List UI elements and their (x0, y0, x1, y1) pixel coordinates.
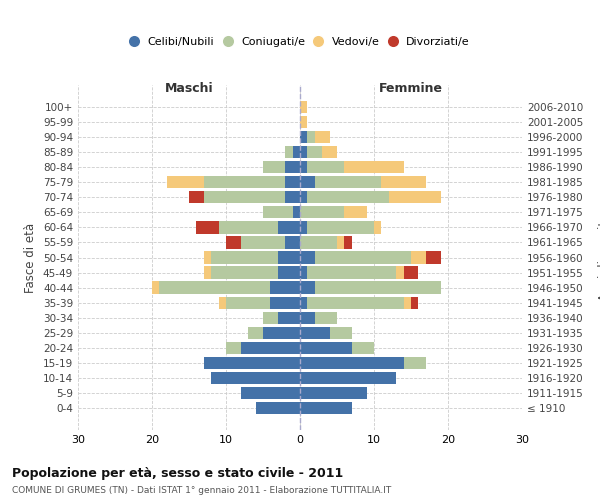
Bar (300, 191, 307, 203)
Text: Popolazione per età, sesso e stato civile - 2011: Popolazione per età, sesso e stato civil… (12, 468, 343, 480)
Bar (293, 206, 300, 218)
Bar (300, 131, 307, 143)
Bar (300, 312, 315, 324)
Bar (307, 266, 396, 278)
Y-axis label: Anni di nascita: Anni di nascita (598, 214, 600, 301)
Bar (256, 402, 300, 414)
Bar (382, 176, 426, 188)
Bar (241, 387, 300, 400)
Bar (404, 357, 426, 369)
Y-axis label: Fasce di età: Fasce di età (25, 222, 37, 292)
Text: Femmine: Femmine (379, 82, 443, 95)
Bar (196, 221, 218, 234)
Bar (307, 131, 315, 143)
Bar (300, 326, 329, 339)
Bar (285, 236, 300, 248)
Bar (300, 372, 396, 384)
Bar (300, 161, 307, 173)
Bar (278, 221, 300, 234)
Bar (300, 387, 367, 400)
Bar (307, 221, 374, 234)
Bar (241, 236, 285, 248)
Bar (300, 342, 352, 354)
Bar (278, 252, 300, 264)
Bar (396, 266, 404, 278)
Bar (389, 191, 440, 203)
Bar (263, 326, 300, 339)
Bar (404, 296, 411, 309)
Legend: Celibi/Nubili, Coniugati/e, Vedovi/e, Divorziati/e: Celibi/Nubili, Coniugati/e, Vedovi/e, Di… (125, 32, 475, 52)
Bar (285, 161, 300, 173)
Bar (278, 312, 300, 324)
Bar (263, 206, 293, 218)
Bar (218, 221, 278, 234)
Bar (271, 282, 300, 294)
Bar (226, 236, 241, 248)
Bar (300, 100, 307, 113)
Bar (226, 296, 271, 309)
Bar (204, 176, 285, 188)
Bar (300, 221, 307, 234)
Bar (263, 161, 285, 173)
Bar (285, 191, 300, 203)
Bar (315, 312, 337, 324)
Text: Maschi: Maschi (164, 82, 214, 95)
Bar (204, 357, 300, 369)
Bar (271, 296, 300, 309)
Bar (344, 206, 367, 218)
Bar (241, 342, 300, 354)
Bar (315, 176, 382, 188)
Bar (204, 252, 211, 264)
Bar (300, 282, 315, 294)
Bar (152, 282, 160, 294)
Bar (226, 342, 241, 354)
Bar (263, 312, 278, 324)
Bar (411, 252, 426, 264)
Bar (344, 161, 404, 173)
Bar (307, 161, 344, 173)
Bar (307, 296, 404, 309)
Bar (218, 296, 226, 309)
Bar (167, 176, 204, 188)
Bar (300, 176, 315, 188)
Bar (211, 252, 278, 264)
Bar (204, 266, 211, 278)
Bar (344, 236, 352, 248)
Bar (300, 206, 344, 218)
Bar (300, 116, 307, 128)
Bar (315, 131, 329, 143)
Bar (307, 191, 389, 203)
Bar (211, 372, 300, 384)
Bar (285, 176, 300, 188)
Bar (285, 146, 293, 158)
Bar (300, 266, 307, 278)
Bar (300, 296, 307, 309)
Bar (315, 282, 440, 294)
Bar (300, 357, 404, 369)
Bar (300, 236, 337, 248)
Bar (329, 326, 352, 339)
Bar (160, 282, 271, 294)
Bar (300, 146, 307, 158)
Bar (337, 236, 344, 248)
Bar (374, 221, 382, 234)
Bar (293, 146, 300, 158)
Bar (352, 342, 374, 354)
Bar (211, 266, 278, 278)
Bar (411, 296, 418, 309)
Text: COMUNE DI GRUMES (TN) - Dati ISTAT 1° gennaio 2011 - Elaborazione TUTTITALIA.IT: COMUNE DI GRUMES (TN) - Dati ISTAT 1° ge… (12, 486, 391, 495)
Bar (322, 146, 337, 158)
Bar (307, 146, 322, 158)
Bar (404, 266, 418, 278)
Bar (300, 402, 352, 414)
Bar (248, 326, 263, 339)
Bar (278, 266, 300, 278)
Bar (426, 252, 440, 264)
Bar (315, 252, 411, 264)
Bar (204, 191, 285, 203)
Bar (189, 191, 204, 203)
Bar (300, 252, 315, 264)
